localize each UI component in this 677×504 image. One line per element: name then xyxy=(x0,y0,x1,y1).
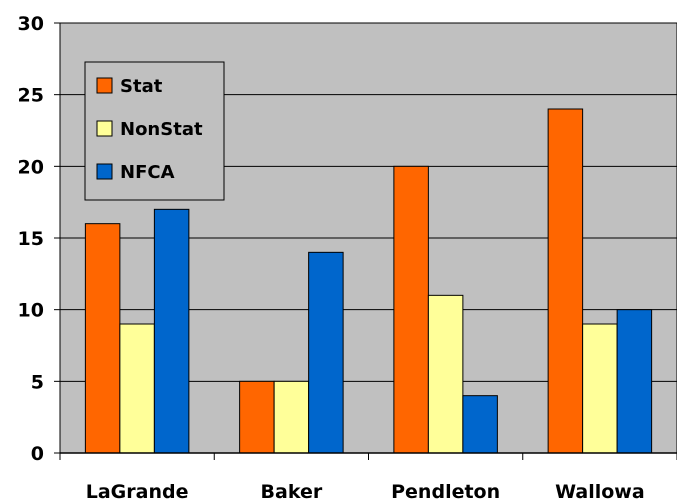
bar-nonstat-wallowa xyxy=(582,323,618,454)
y-tick-label: 20 xyxy=(18,156,44,178)
bar-stat-wallowa xyxy=(547,108,584,454)
bar-stat-lagrande xyxy=(84,223,121,454)
bar-nfca-pendleton xyxy=(462,395,498,454)
y-tick-label: 5 xyxy=(31,371,44,393)
y-tick-label: 15 xyxy=(18,228,44,250)
legend: Stat NonStat NFCA xyxy=(84,61,225,201)
bar-nonstat-pendleton xyxy=(427,294,464,454)
bar-stat-pendleton xyxy=(393,165,429,454)
bar-nfca-lagrande xyxy=(153,208,190,454)
legend-swatch xyxy=(96,77,113,94)
bar-nonstat-baker xyxy=(273,380,310,454)
legend-swatch xyxy=(96,120,113,137)
y-tick-label: 10 xyxy=(18,300,44,322)
x-axis: LaGrande Baker Pendleton Wallowa xyxy=(59,452,677,503)
y-tick-label: 25 xyxy=(18,85,44,107)
legend-label: NonStat xyxy=(120,119,203,140)
x-category-label: LaGrande xyxy=(86,481,189,503)
x-category-label: Pendleton xyxy=(391,481,500,503)
y-tick-label: 0 xyxy=(31,443,44,465)
x-category-label: Wallowa xyxy=(555,481,645,503)
bar-nfca-wallowa xyxy=(616,309,653,454)
legend-label: NFCA xyxy=(120,162,175,183)
y-axis: 0 5 10 15 20 25 30 xyxy=(18,13,61,465)
bar-nonstat-lagrande xyxy=(119,323,155,454)
bar-stat-baker xyxy=(239,380,275,454)
y-tick-label: 30 xyxy=(18,13,44,35)
legend-label: Stat xyxy=(120,76,163,97)
x-category-label: Baker xyxy=(261,481,323,503)
legend-swatch xyxy=(96,163,113,180)
bar-nfca-baker xyxy=(308,251,344,454)
